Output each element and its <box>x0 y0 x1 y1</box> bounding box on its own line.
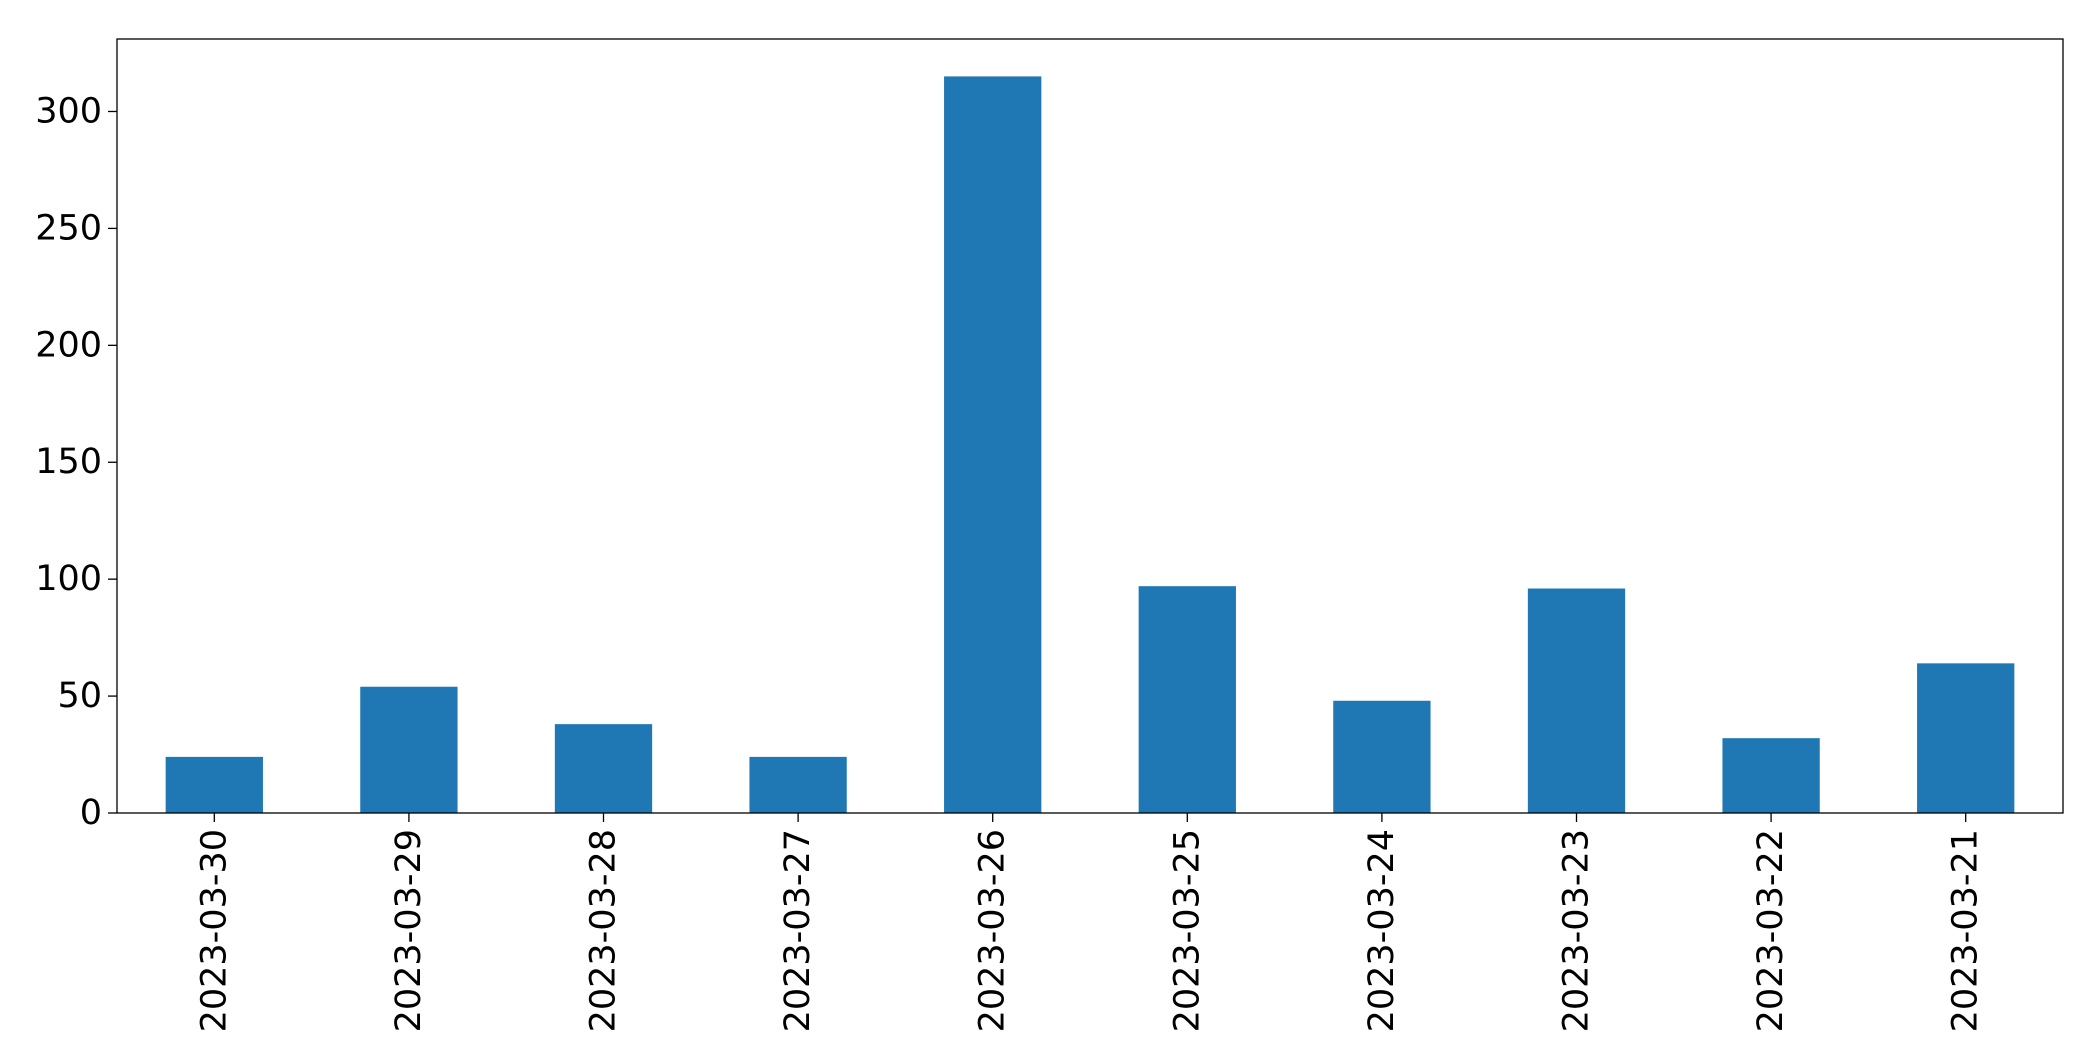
plot-frame <box>116 38 2064 814</box>
bar-2023-03-27 <box>749 756 847 813</box>
y-tick-label: 150 <box>35 442 102 482</box>
bar-2023-03-21 <box>1917 663 2015 813</box>
x-tick-label: 2023-03-21 <box>1946 829 1986 1032</box>
x-tick-label: 2023-03-30 <box>194 829 234 1032</box>
x-tick-label: 2023-03-28 <box>584 829 624 1032</box>
x-tick-label: 2023-03-27 <box>778 829 818 1032</box>
bar-2023-03-23 <box>1527 588 1626 813</box>
bar-2023-03-29 <box>360 686 458 813</box>
y-tick-label: 300 <box>35 91 102 131</box>
y-tick-label: 200 <box>35 325 102 365</box>
bar-2023-03-25 <box>1138 586 1236 813</box>
x-tick-label: 2023-03-23 <box>1557 829 1597 1032</box>
x-tick-label: 2023-03-26 <box>973 829 1013 1032</box>
x-tick-label: 2023-03-29 <box>389 829 429 1032</box>
x-axis: 2023-03-30 2023-03-29 2023-03-28 2023-03-27… <box>194 813 1986 1032</box>
y-tick-label: 0 <box>80 793 102 833</box>
bar-2023-03-24 <box>1333 700 1431 813</box>
x-tick-label: 2023-03-22 <box>1751 829 1791 1032</box>
bars-group <box>165 76 2015 814</box>
x-tick-label: 2023-03-25 <box>1167 829 1207 1032</box>
x-tick-label: 2023-03-24 <box>1362 829 1402 1032</box>
y-axis: 0 50 100 150 200 250 300 <box>35 91 117 833</box>
y-tick-label: 250 <box>35 208 102 248</box>
y-tick-label: 100 <box>35 559 102 599</box>
y-tick-label: 50 <box>57 676 102 716</box>
bar-2023-03-30 <box>165 756 263 813</box>
bar-2023-03-28 <box>554 724 653 813</box>
bar-2023-03-22 <box>1722 738 1820 813</box>
bar-2023-03-26 <box>944 76 1042 814</box>
